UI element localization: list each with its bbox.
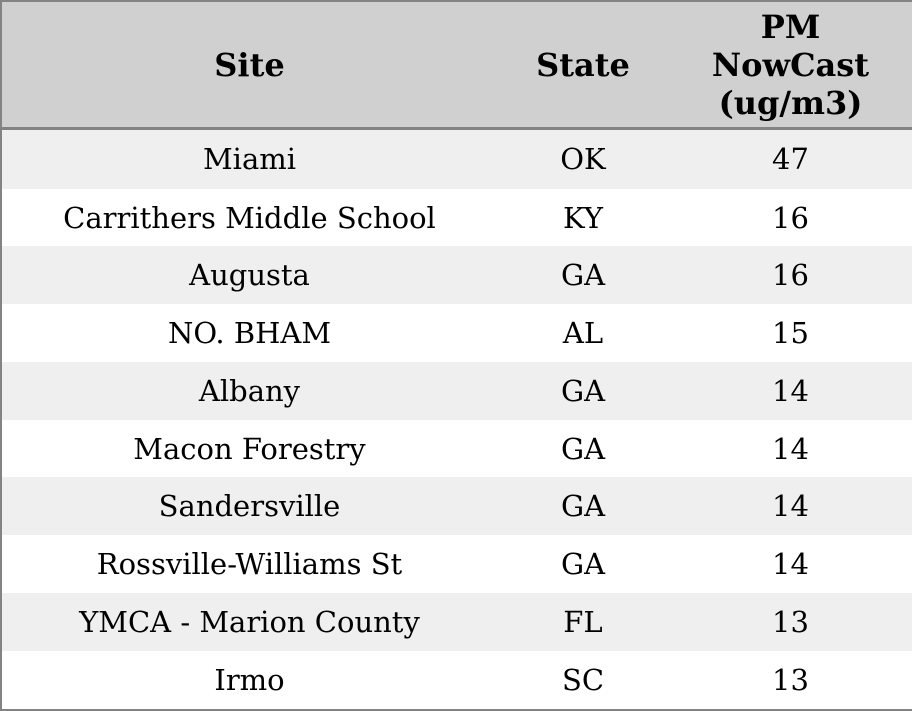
state-cell: GA (560, 431, 606, 466)
site-cell: Sandersville (158, 489, 341, 524)
pm-nowcast-cell: 14 (772, 431, 809, 466)
site-cell: Carrithers Middle School (63, 200, 436, 235)
table-row: Augusta GA 16 (1, 246, 912, 305)
site-cell: Miami (202, 142, 297, 177)
pm-nowcast-cell: 47 (772, 142, 809, 177)
state-cell: GA (560, 489, 606, 524)
column-header-site: Site (1, 1, 497, 130)
site-cell: NO. BHAM (167, 316, 332, 351)
pm-nowcast-cell: 14 (772, 546, 809, 581)
table-row: Sandersville GA 14 (1, 477, 912, 536)
pm-nowcast-cell: 15 (772, 316, 809, 351)
site-cell: Macon Forestry (133, 431, 366, 466)
table-row: YMCA - Marion County FL 13 (1, 592, 912, 651)
table-row: Macon Forestry GA 14 (1, 419, 912, 478)
pm-nowcast-cell: 13 (772, 604, 809, 639)
table-row: Miami OK 47 (1, 128, 912, 189)
table-row: Albany GA 14 (1, 361, 912, 420)
table-row: Irmo SC 13 (1, 650, 912, 710)
site-cell: Rossville-Williams St (96, 546, 403, 581)
state-cell: OK (560, 142, 606, 177)
state-cell: GA (560, 258, 606, 293)
table-row: Carrithers Middle School KY 16 (1, 188, 912, 247)
table-body: Miami OK 47 Carrithers Middle School KY … (1, 128, 912, 710)
pm-nowcast-cell: 14 (772, 489, 809, 524)
site-cell: YMCA - Marion County (79, 604, 420, 639)
column-header-pm-nowcast: PM NowCast (ug/m3) (669, 1, 912, 130)
state-cell: SC (561, 662, 605, 697)
state-cell: KY (562, 200, 604, 235)
table-header: Site State PM NowCast (ug/m3) (1, 1, 912, 130)
pm-nowcast-cell: 16 (772, 200, 809, 235)
table-row: Rossville-Williams St GA 14 (1, 535, 912, 593)
state-cell: GA (560, 546, 606, 581)
state-cell: FL (563, 604, 603, 639)
site-cell: Augusta (189, 258, 310, 293)
pm-nowcast-cell: 13 (772, 662, 809, 697)
column-header-state: State (497, 1, 669, 130)
table-row: NO. BHAM AL 15 (1, 304, 912, 362)
state-cell: GA (560, 373, 606, 408)
pm-nowcast-cell: 14 (772, 373, 809, 408)
pm-nowcast-cell: 16 (772, 258, 809, 293)
site-cell: Irmo (214, 662, 285, 697)
table-header-row: Site State PM NowCast (ug/m3) (1, 1, 912, 130)
state-cell: AL (562, 316, 604, 351)
site-cell: Albany (198, 373, 301, 408)
